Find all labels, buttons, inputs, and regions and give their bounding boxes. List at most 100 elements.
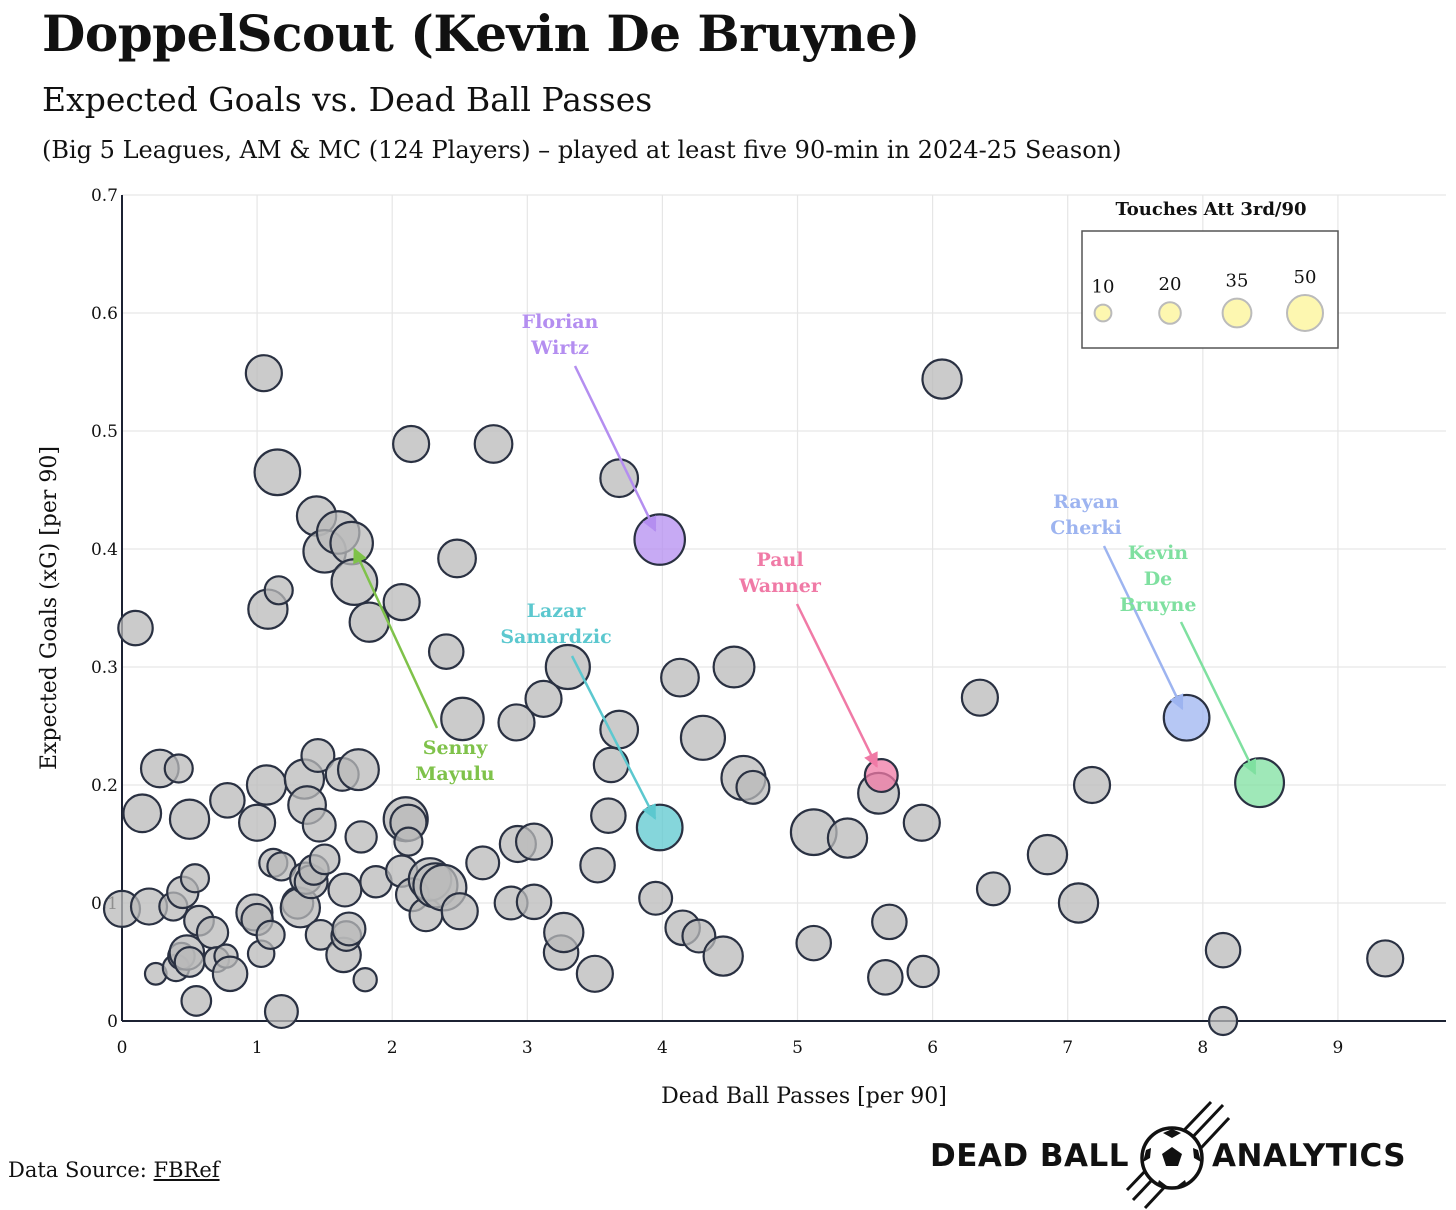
legend-size-marker (1221, 297, 1253, 329)
annotation-label-pink: Paul Wanner (738, 549, 822, 597)
data-point (599, 709, 640, 750)
data-point (579, 846, 616, 884)
chart-subtitle-detail: (Big 5 Leagues, AM & MC (124 Players) – … (42, 136, 1122, 164)
data-point (921, 358, 963, 400)
data-point (867, 959, 904, 996)
y-tick-label: 0 (107, 1012, 118, 1032)
x-axis-title: Dead Ball Passes [per 90] (661, 1084, 947, 1109)
data-point (263, 575, 294, 606)
data-point (263, 994, 299, 1030)
data-point (1204, 931, 1242, 969)
legend-size-label: 10 (1092, 277, 1115, 298)
annotation-label-blue: Rayan Cherki (1050, 491, 1121, 539)
data-point (599, 458, 640, 499)
data-point (427, 633, 465, 670)
data-point (1072, 765, 1112, 805)
data-point (211, 955, 249, 993)
x-tick-label: 9 (1333, 1038, 1344, 1058)
data-point (826, 817, 869, 859)
data-point (902, 803, 941, 842)
y-tick-label: 0.3 (91, 658, 118, 678)
data-source: Data Source: FBRef (8, 1158, 220, 1182)
data-point (300, 737, 336, 773)
legend-size-marker (1286, 294, 1324, 332)
data-point (712, 645, 756, 689)
highlight-point-purple (633, 513, 687, 566)
y-tick-label: 0.7 (91, 186, 118, 206)
data-point (195, 915, 230, 950)
highlight-point-teal (635, 803, 684, 852)
y-tick-label: 0.4 (91, 540, 118, 560)
data-point (253, 448, 302, 497)
x-tick-label: 0 (117, 1038, 128, 1058)
data-point (543, 911, 585, 954)
data-point (163, 753, 194, 784)
data-point (660, 657, 700, 698)
data-point (735, 769, 771, 805)
x-tick-label: 2 (387, 1038, 398, 1058)
data-point (590, 797, 627, 834)
legend-size-marker (1158, 301, 1182, 325)
y-axis-title: Expected Goals (xG) [per 90] (37, 446, 62, 770)
data-point (329, 520, 374, 566)
data-point (1207, 1005, 1239, 1037)
data-point (352, 967, 378, 993)
brand-text-right: ANALYTICS (1212, 1138, 1407, 1174)
data-point (544, 643, 591, 691)
highlight-point-pink (863, 758, 899, 794)
chart-title: DoppelScout (Kevin De Bruyne) (42, 4, 920, 63)
data-point (497, 703, 536, 742)
data-point (437, 538, 477, 579)
brand-logo: DEAD BALL ANALYTICS (930, 1100, 1430, 1210)
data-point (393, 826, 424, 857)
data-point (180, 985, 213, 1017)
data-point (122, 793, 163, 834)
data-point (308, 843, 341, 876)
data-point (245, 764, 288, 806)
data-point (524, 679, 563, 718)
x-tick-label: 5 (792, 1038, 803, 1058)
data-point (592, 746, 630, 784)
legend-size-label: 20 (1159, 274, 1182, 295)
data-point (117, 609, 154, 647)
data-point (255, 919, 286, 950)
data-point (1026, 833, 1069, 876)
data-point (906, 954, 940, 989)
data-point (960, 678, 999, 717)
data-point (1057, 882, 1100, 924)
annotation-arrow-purple (573, 365, 657, 532)
x-tick-label: 7 (1062, 1038, 1073, 1058)
data-point (209, 782, 246, 819)
x-tick-label: 8 (1197, 1038, 1208, 1058)
legend-size-label: 50 (1294, 267, 1317, 288)
x-tick-label: 6 (927, 1038, 938, 1058)
data-point (514, 822, 554, 861)
data-point (440, 696, 485, 742)
data-point (638, 880, 674, 916)
data-source-link[interactable]: FBRef (153, 1158, 220, 1182)
data-point (331, 911, 367, 947)
data-point (702, 935, 744, 977)
x-tick-label: 3 (522, 1038, 533, 1058)
data-point (168, 798, 211, 840)
y-tick-label: 0.2 (91, 776, 118, 796)
chart-subtitle: Expected Goals vs. Dead Ball Passes (42, 80, 653, 119)
data-point (238, 803, 277, 842)
highlight-point-green (1234, 757, 1286, 809)
data-point (975, 871, 1011, 907)
legend-title: Touches Att 3rd/90 (1115, 199, 1306, 220)
x-tick-label: 4 (657, 1038, 668, 1058)
data-point (440, 892, 479, 931)
data-point (795, 924, 833, 962)
annotation-label-green_lime: Senny Mayulu (415, 737, 494, 785)
data-point (301, 807, 337, 843)
data-point (179, 863, 211, 894)
soccer-ball-icon (1125, 1100, 1230, 1210)
data-point (244, 354, 283, 393)
data-point (515, 883, 553, 921)
data-point (1366, 939, 1405, 978)
annotation-arrow-blue (1102, 545, 1184, 711)
legend-size-label: 35 (1226, 271, 1249, 292)
annotation-arrow-green (1179, 621, 1257, 776)
